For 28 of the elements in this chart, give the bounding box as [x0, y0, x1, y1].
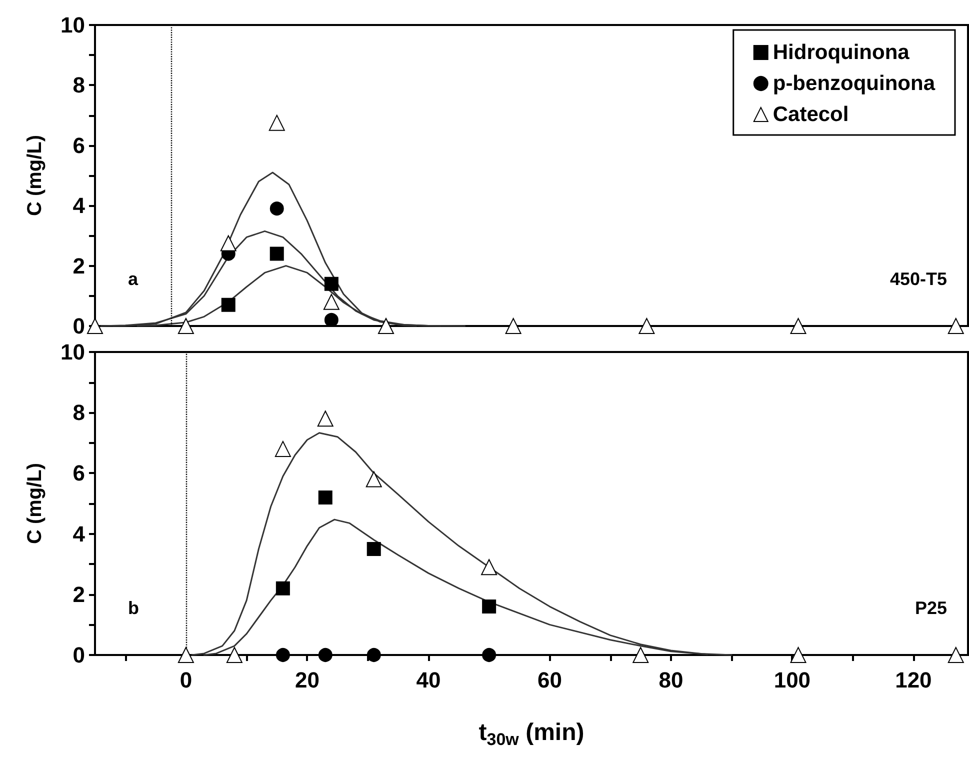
x-tick-label: 60 — [537, 668, 562, 692]
annotation: 450-T5 — [890, 269, 948, 289]
y-axis-title: C (mg/L) — [24, 462, 46, 544]
x-tick-label: 80 — [658, 668, 684, 692]
y-tick-label: 6 — [72, 460, 85, 486]
x-tick-label: 0 — [180, 668, 192, 692]
y-tick-label: 4 — [72, 193, 86, 218]
legend-label: Catecol — [772, 103, 849, 126]
y-tick-label: 0 — [72, 642, 85, 668]
annotation: P25 — [914, 598, 948, 618]
annotation: a — [128, 269, 139, 289]
legend-label: p-benzoquinona — [772, 72, 936, 95]
y-tick-label: 4 — [72, 521, 86, 546]
x-tick-label: 40 — [416, 668, 441, 692]
legend-label: Hidroquinona — [772, 41, 910, 64]
y-tick-label: 10 — [60, 340, 85, 364]
x-tick-label: 100 — [774, 668, 811, 692]
y-tick-label: 6 — [72, 132, 85, 158]
y-tick-label: 2 — [72, 582, 85, 607]
x-tick-label: 120 — [895, 668, 932, 692]
y-tick-label: 8 — [72, 400, 85, 426]
annotation: b — [128, 598, 139, 618]
y-tick-label: 10 — [60, 12, 85, 38]
x-tick-label: 20 — [294, 668, 320, 692]
y-tick-label: 2 — [72, 253, 85, 278]
y-axis-title: C (mg/L) — [24, 134, 46, 216]
y-tick-label: 0 — [72, 314, 85, 338]
y-tick-label: 8 — [72, 72, 85, 98]
